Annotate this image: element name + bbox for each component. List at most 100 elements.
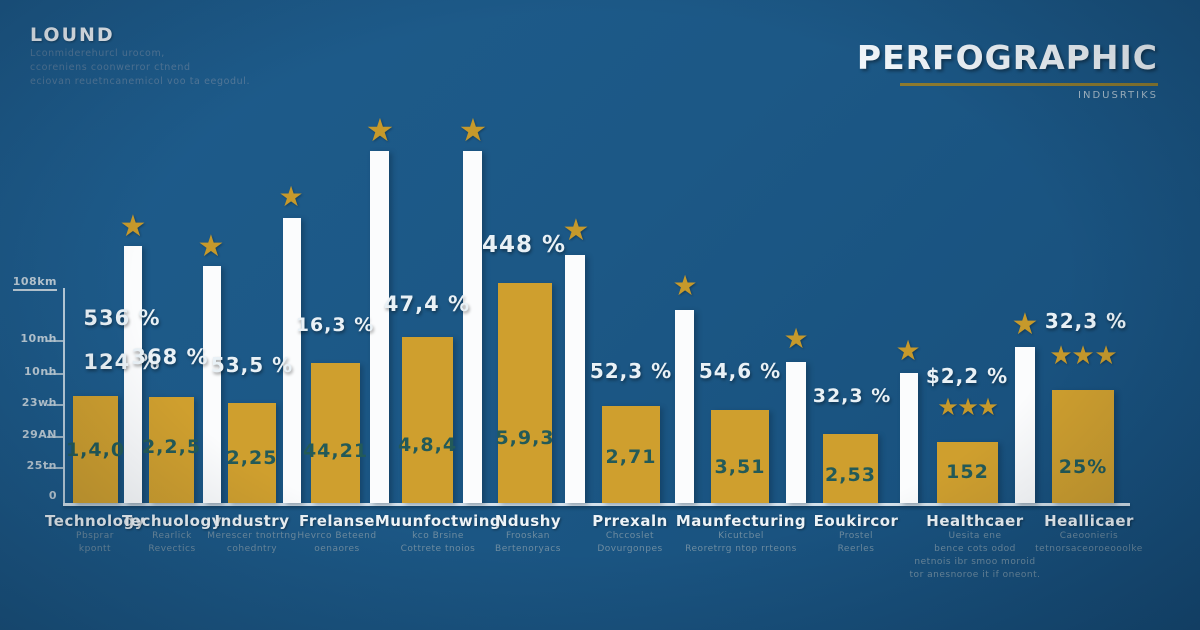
category-label: Industry	[214, 512, 290, 530]
percent-label: $2,2 %	[925, 364, 1009, 388]
bar-value-label: 1,4,0	[65, 439, 126, 461]
y-axis-tick-mark	[47, 436, 63, 438]
gold-bar	[73, 396, 118, 503]
category-sublabel: Pbsprar	[76, 531, 114, 541]
y-axis-tick-mark	[47, 340, 63, 342]
y-axis-tick-text: 29AN	[21, 428, 57, 441]
category-label: Healthcaer	[926, 512, 1024, 530]
white-bar	[283, 218, 301, 503]
title-underline	[900, 83, 1158, 86]
y-axis-tick-label: 108km	[6, 275, 57, 291]
percent-label: 448 %	[481, 232, 567, 258]
gold-bar	[937, 442, 998, 503]
percent-label: 47,4 %	[383, 292, 471, 316]
y-axis-line	[63, 288, 65, 503]
star-icon: ★	[1049, 341, 1073, 371]
bar-value-label: 4,8,4	[397, 434, 458, 456]
bar-value-label: 25%	[1058, 456, 1108, 478]
category-sublabel: kpontt	[78, 544, 112, 554]
y-axis-tick-text: 25tn	[26, 459, 57, 472]
category-sublabel: netnois ibr smoo moroid	[914, 557, 1036, 567]
white-bar	[463, 151, 482, 503]
percent-label: 16,3 %	[295, 314, 375, 336]
y-axis-tick-label: 10mh	[6, 332, 57, 345]
brand-tagline-line: Lconmiderehurcl urocom,	[30, 48, 165, 59]
y-axis-tick-mark	[47, 467, 63, 469]
percent-label: 124 %	[83, 350, 161, 374]
white-bar	[565, 255, 585, 503]
brand-tagline-line: eciovan reuetncanemicol voo ta eegodul.	[30, 76, 251, 87]
brand-block: LOUND Lconmiderehurcl urocom, ccoreniens…	[30, 24, 250, 88]
star-icon: ★	[937, 393, 959, 421]
category-label-group: Prrexaln Chccoslet Dovurgonpes	[592, 512, 668, 556]
gold-bar	[602, 406, 660, 503]
category-label-group: Technology Pbsprar kpontt	[45, 512, 145, 556]
category-sublabel: Reerles	[837, 544, 875, 554]
category-label: Ndushy	[494, 512, 562, 530]
white-bar	[203, 266, 221, 503]
white-bar	[900, 373, 918, 503]
star-icon: ★	[458, 111, 488, 149]
gold-bar	[228, 403, 276, 503]
category-label-group: Maunfecturing Kicutcbel Reoretrrg ntop rrt…	[676, 512, 806, 556]
brand-tagline-line: ccoreniens coonwerror ctnend	[30, 62, 191, 73]
x-axis-baseline	[63, 503, 1130, 506]
percent-label: 52,3 %	[589, 359, 673, 383]
star-icon: ★	[1071, 341, 1095, 371]
category-label-group: Muunfoctwing kco Brsine Cottrete tnoios	[375, 512, 501, 556]
y-axis-tick-text: 108km	[12, 275, 57, 291]
masthead-block: PERFOGRAPHIC INDUSRTIKS	[857, 38, 1158, 101]
bar-value-label: 2,53	[825, 464, 876, 486]
category-sublabel: Kicutcbel	[718, 531, 764, 541]
gold-bar	[711, 410, 769, 503]
category-sublabel: cohedntry	[226, 544, 278, 554]
category-label: Technology	[45, 512, 145, 530]
category-sublabel: Cottrete tnoios	[400, 544, 476, 554]
category-sublabel: tetnorsaceoroeooolke	[1035, 544, 1143, 554]
category-label-group: Industry Merescer tnotrtng cohedntry	[207, 512, 297, 556]
category-label: Muunfoctwing	[374, 512, 502, 530]
category-label: Eoukircor	[813, 512, 899, 530]
category-label-group: Ndushy Frooskan Bertenoryacs	[495, 512, 561, 556]
white-bar	[1015, 347, 1035, 503]
star-icon: ★	[672, 269, 698, 302]
star-icon: ★	[278, 180, 304, 213]
bar-value-label: 2,71	[605, 446, 657, 468]
gold-bar	[1052, 390, 1114, 503]
bar-value-label: 3,51	[714, 456, 766, 478]
bar-value-label: 2,25	[226, 447, 278, 469]
y-axis-tick-text: 0	[48, 489, 57, 502]
percent-label: 32,3 %	[812, 385, 892, 407]
white-bar	[786, 362, 806, 503]
percent-label: 536 %	[83, 306, 161, 330]
percent-label: 368 %	[131, 345, 209, 369]
category-label: Heallicaer	[1044, 512, 1134, 530]
bar-value-label: 5,9,3	[495, 427, 555, 449]
y-axis-tick-text: 10mh	[20, 332, 57, 345]
category-sublabel: Merescer tnotrtng	[207, 531, 297, 541]
category-label-group: Techuology Rearlick Revectics	[122, 512, 222, 556]
star-icon: ★	[957, 393, 979, 421]
star-icon: ★	[783, 322, 809, 355]
white-bar	[675, 310, 694, 503]
y-axis-tick-label: 0	[6, 489, 57, 502]
star-icon: ★	[562, 213, 590, 248]
category-sublabel: tor anesnoroe it if oneont.	[909, 570, 1041, 580]
page-subtitle: INDUSRTIKS	[1078, 90, 1158, 101]
category-label-group: Eoukircor Prostel Reerles	[814, 512, 899, 556]
category-label: Techuology	[122, 512, 222, 530]
star-icon: ★	[365, 111, 395, 149]
white-bar	[124, 246, 142, 503]
y-axis-tick-mark	[47, 404, 63, 406]
category-sublabel: Reoretrrg ntop rrteons	[685, 544, 797, 554]
category-sublabel: Revectics	[148, 544, 196, 554]
star-icon: ★	[1094, 341, 1118, 371]
category-sublabel: Hevrco Beteend	[297, 531, 377, 541]
category-sublabel: Bertenoryacs	[495, 544, 561, 554]
percent-label: 32,3 %	[1044, 309, 1128, 333]
gold-bar	[311, 363, 360, 503]
bar-value-label: 44,21	[302, 440, 369, 462]
category-sublabel: kco Brsine	[412, 531, 464, 541]
bar-value-label: 2,2,5	[141, 436, 202, 458]
